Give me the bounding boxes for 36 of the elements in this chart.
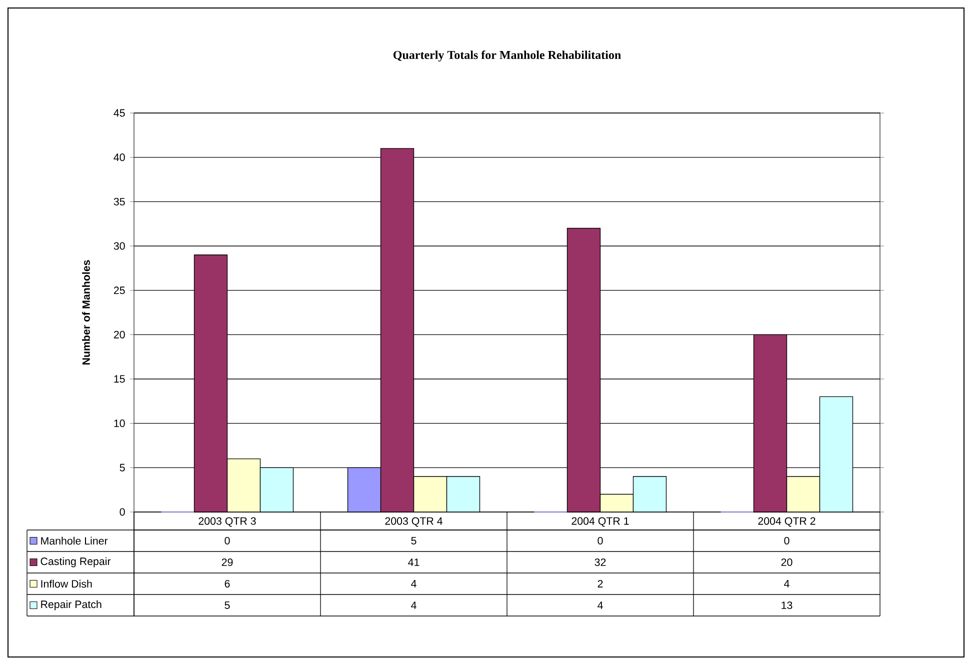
x-tick-label: 2003 QTR 3 bbox=[198, 517, 256, 527]
data-label: 4 bbox=[411, 602, 416, 609]
data-label: 5 bbox=[224, 602, 230, 609]
legend-label: Inflow Dish bbox=[41, 580, 92, 588]
data-label: 32 bbox=[594, 558, 606, 566]
y-axis-title: Number of Manholes bbox=[82, 260, 90, 365]
x-tick-label: 2004 QTR 1 bbox=[572, 517, 629, 527]
data-label: 2 bbox=[598, 580, 603, 588]
data-label: 0 bbox=[784, 536, 790, 545]
legend-label: Casting Repair bbox=[40, 557, 111, 568]
data-label: 5 bbox=[411, 537, 416, 544]
data-label: 4 bbox=[598, 602, 603, 609]
y-tick-label: 0 bbox=[120, 508, 125, 516]
y-tick-label: 5 bbox=[120, 464, 125, 472]
data-label: 4 bbox=[411, 580, 416, 588]
y-tick-label: 20 bbox=[114, 330, 125, 338]
x-tick-label: 2003 QTR 4 bbox=[385, 517, 442, 527]
data-label: 0 bbox=[598, 536, 603, 545]
y-tick-label: 10 bbox=[114, 420, 125, 428]
y-tick-label: 25 bbox=[114, 286, 125, 294]
data-label: 13 bbox=[782, 601, 792, 610]
data-label: 41 bbox=[408, 558, 420, 566]
data-label: 29 bbox=[222, 558, 233, 566]
data-label: 0 bbox=[224, 536, 230, 545]
data-label: 6 bbox=[224, 580, 230, 588]
legend-label: Repair Patch bbox=[41, 600, 102, 610]
legend-label: Manhole Liner bbox=[41, 536, 108, 545]
y-tick-label: 40 bbox=[114, 154, 125, 162]
data-label: 4 bbox=[784, 580, 790, 588]
data-label: 20 bbox=[781, 558, 792, 566]
x-tick-label: 2004 QTR 2 bbox=[758, 517, 816, 527]
chart-title: Quarterly Totals for Manhole Rehabilitation bbox=[393, 50, 621, 62]
y-tick-label: 30 bbox=[114, 242, 125, 250]
y-tick-label: 35 bbox=[114, 198, 125, 206]
y-tick-label: 45 bbox=[114, 109, 125, 117]
y-tick-label: 15 bbox=[114, 375, 125, 383]
